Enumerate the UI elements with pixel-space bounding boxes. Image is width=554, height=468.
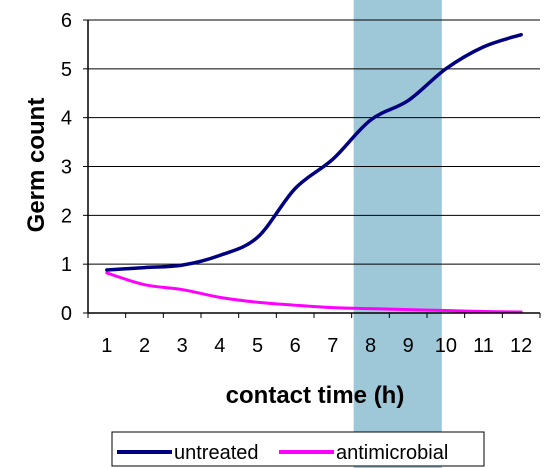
y-tick-label-0: 0 (61, 303, 72, 325)
series-line-untreated (105, 32, 523, 272)
legend-box (111, 431, 485, 467)
y-tick-label-4: 4 (61, 108, 72, 130)
highlight-band (353, 0, 442, 468)
x-tick-label-10: 10 (435, 335, 457, 357)
y-tick-label-5: 5 (61, 59, 72, 81)
x-tick-label-9: 9 (403, 335, 414, 357)
y-axis-label: Germ count (23, 98, 50, 233)
x-tick-label-5: 5 (252, 335, 263, 357)
legend: untreated antimicrobial (111, 431, 485, 467)
y-tick-label-1: 1 (61, 254, 72, 276)
y-tick-label-2: 2 (61, 205, 72, 227)
y-tick-label-3: 3 (61, 157, 72, 179)
x-axis-label: contact time (h) (226, 382, 405, 409)
x-tick-label-2: 2 (139, 335, 150, 357)
x-tick-label-1: 1 (101, 335, 112, 357)
y-tick-label-6: 6 (61, 10, 72, 32)
x-tick-label-3: 3 (177, 335, 188, 357)
legend-label-untreated: untreated (174, 442, 259, 464)
x-tick-label-12: 12 (510, 335, 532, 357)
x-tick-label-11: 11 (473, 335, 494, 357)
legend-label-antimicrobial: antimicrobial (336, 442, 448, 464)
x-tick-label-8: 8 (365, 335, 376, 357)
x-tick-label-7: 7 (327, 335, 338, 357)
x-tick-label-6: 6 (290, 335, 301, 357)
x-tick-label-4: 4 (214, 335, 225, 357)
series-line-antimicrobial (105, 271, 523, 314)
